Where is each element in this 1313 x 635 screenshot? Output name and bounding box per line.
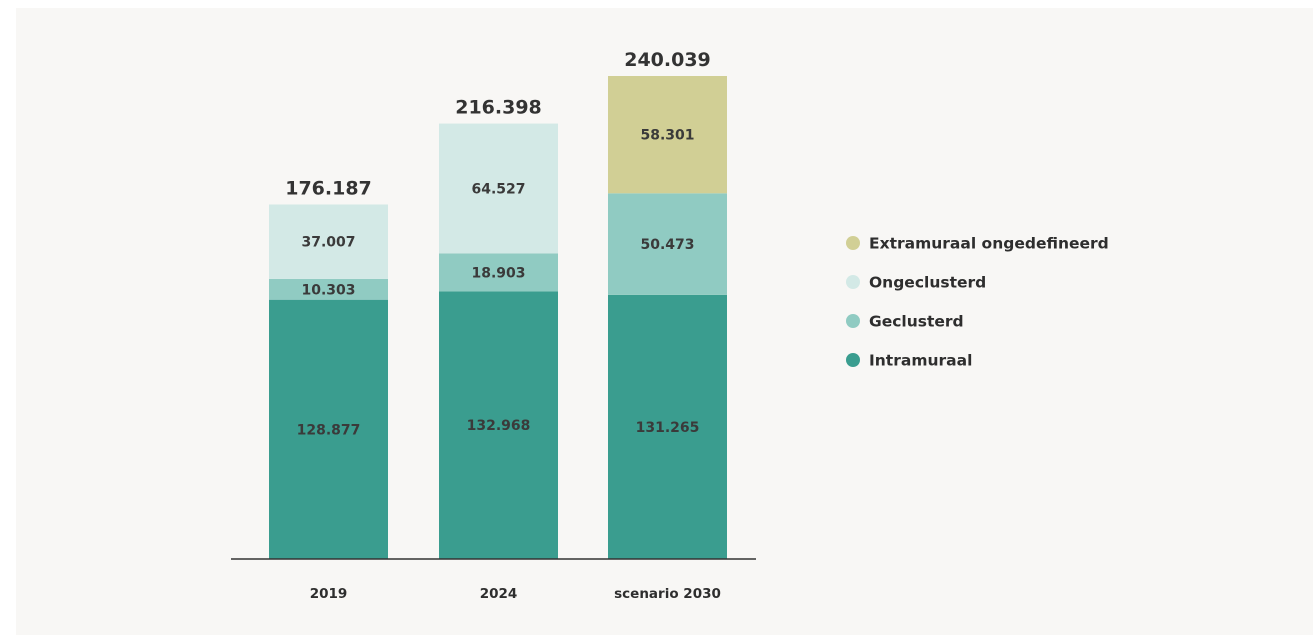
total-label-2024: 216.398 bbox=[455, 97, 542, 119]
legend-label-intramuraal: Intramuraal bbox=[869, 352, 972, 370]
segment-label-geclusterd-2019: 10.303 bbox=[301, 282, 355, 298]
bar-segment-ongeclusterd-2024 bbox=[439, 123, 558, 254]
legend-item-intramuraal: Intramuraal bbox=[846, 352, 972, 370]
legend-item-ongeclusterd: Ongeclusterd bbox=[846, 274, 986, 292]
bars-group bbox=[269, 76, 727, 559]
segment-label-intramuraal-scenario-2030: 131.265 bbox=[636, 420, 700, 436]
legend-item-extramuraal-ongedefineerd: Extramuraal ongedefineerd bbox=[846, 235, 1109, 253]
bar-segment-geclusterd-scenario-2030 bbox=[608, 193, 727, 295]
segment-label-extramuraal-ongedefineerd-scenario-2030: 58.301 bbox=[640, 128, 694, 144]
segment-label-ongeclusterd-2019: 37.007 bbox=[301, 235, 355, 251]
segment-label-intramuraal-2019: 128.877 bbox=[297, 422, 361, 438]
bar-segment-geclusterd-2019 bbox=[269, 278, 388, 300]
bar-segment-intramuraal-2019 bbox=[269, 299, 388, 559]
x-tick-label-scenario-2030: scenario 2030 bbox=[614, 586, 721, 602]
labels-group: 128.877 10.303 37.007 176.187 132.968 18.903 6… bbox=[285, 49, 711, 438]
total-label-2019: 176.187 bbox=[285, 177, 372, 199]
legend-swatch-ongeclusterd bbox=[846, 275, 860, 289]
legend-swatch-geclusterd bbox=[846, 314, 860, 328]
legend-label-extramuraal-ongedefineerd: Extramuraal ongedefineerd bbox=[869, 235, 1109, 253]
segment-label-intramuraal-2024: 132.968 bbox=[467, 418, 531, 434]
bar-segment-intramuraal-2024 bbox=[439, 291, 558, 559]
bar-segment-geclusterd-2024 bbox=[439, 253, 558, 292]
legend-swatch-intramuraal bbox=[846, 353, 860, 367]
x-tick-label-2019: 2019 bbox=[310, 586, 348, 602]
segment-label-geclusterd-2024: 18.903 bbox=[471, 265, 525, 281]
legend-item-geclusterd: Geclusterd bbox=[846, 313, 964, 331]
total-label-scenario-2030: 240.039 bbox=[624, 49, 711, 71]
bar-segment-ongeclusterd-2019 bbox=[269, 204, 388, 279]
legend-label-ongeclusterd: Ongeclusterd bbox=[869, 274, 986, 292]
bar-segment-intramuraal-scenario-2030 bbox=[608, 294, 727, 559]
x-tick-label-2024: 2024 bbox=[480, 586, 518, 602]
segment-label-ongeclusterd-2024: 64.527 bbox=[471, 181, 525, 197]
legend: Extramuraal ongedefineerd Ongeclusterd Gec… bbox=[846, 235, 1109, 370]
legend-swatch-extramuraal-ongedefineerd bbox=[846, 236, 860, 250]
legend-label-geclusterd: Geclusterd bbox=[869, 313, 964, 331]
x-axis-labels: 2019 2024 scenario 2030 bbox=[310, 586, 721, 602]
bar-segment-extramuraal-ongedefineerd-scenario-2030 bbox=[608, 76, 727, 194]
segment-label-geclusterd-scenario-2030: 50.473 bbox=[640, 237, 694, 253]
